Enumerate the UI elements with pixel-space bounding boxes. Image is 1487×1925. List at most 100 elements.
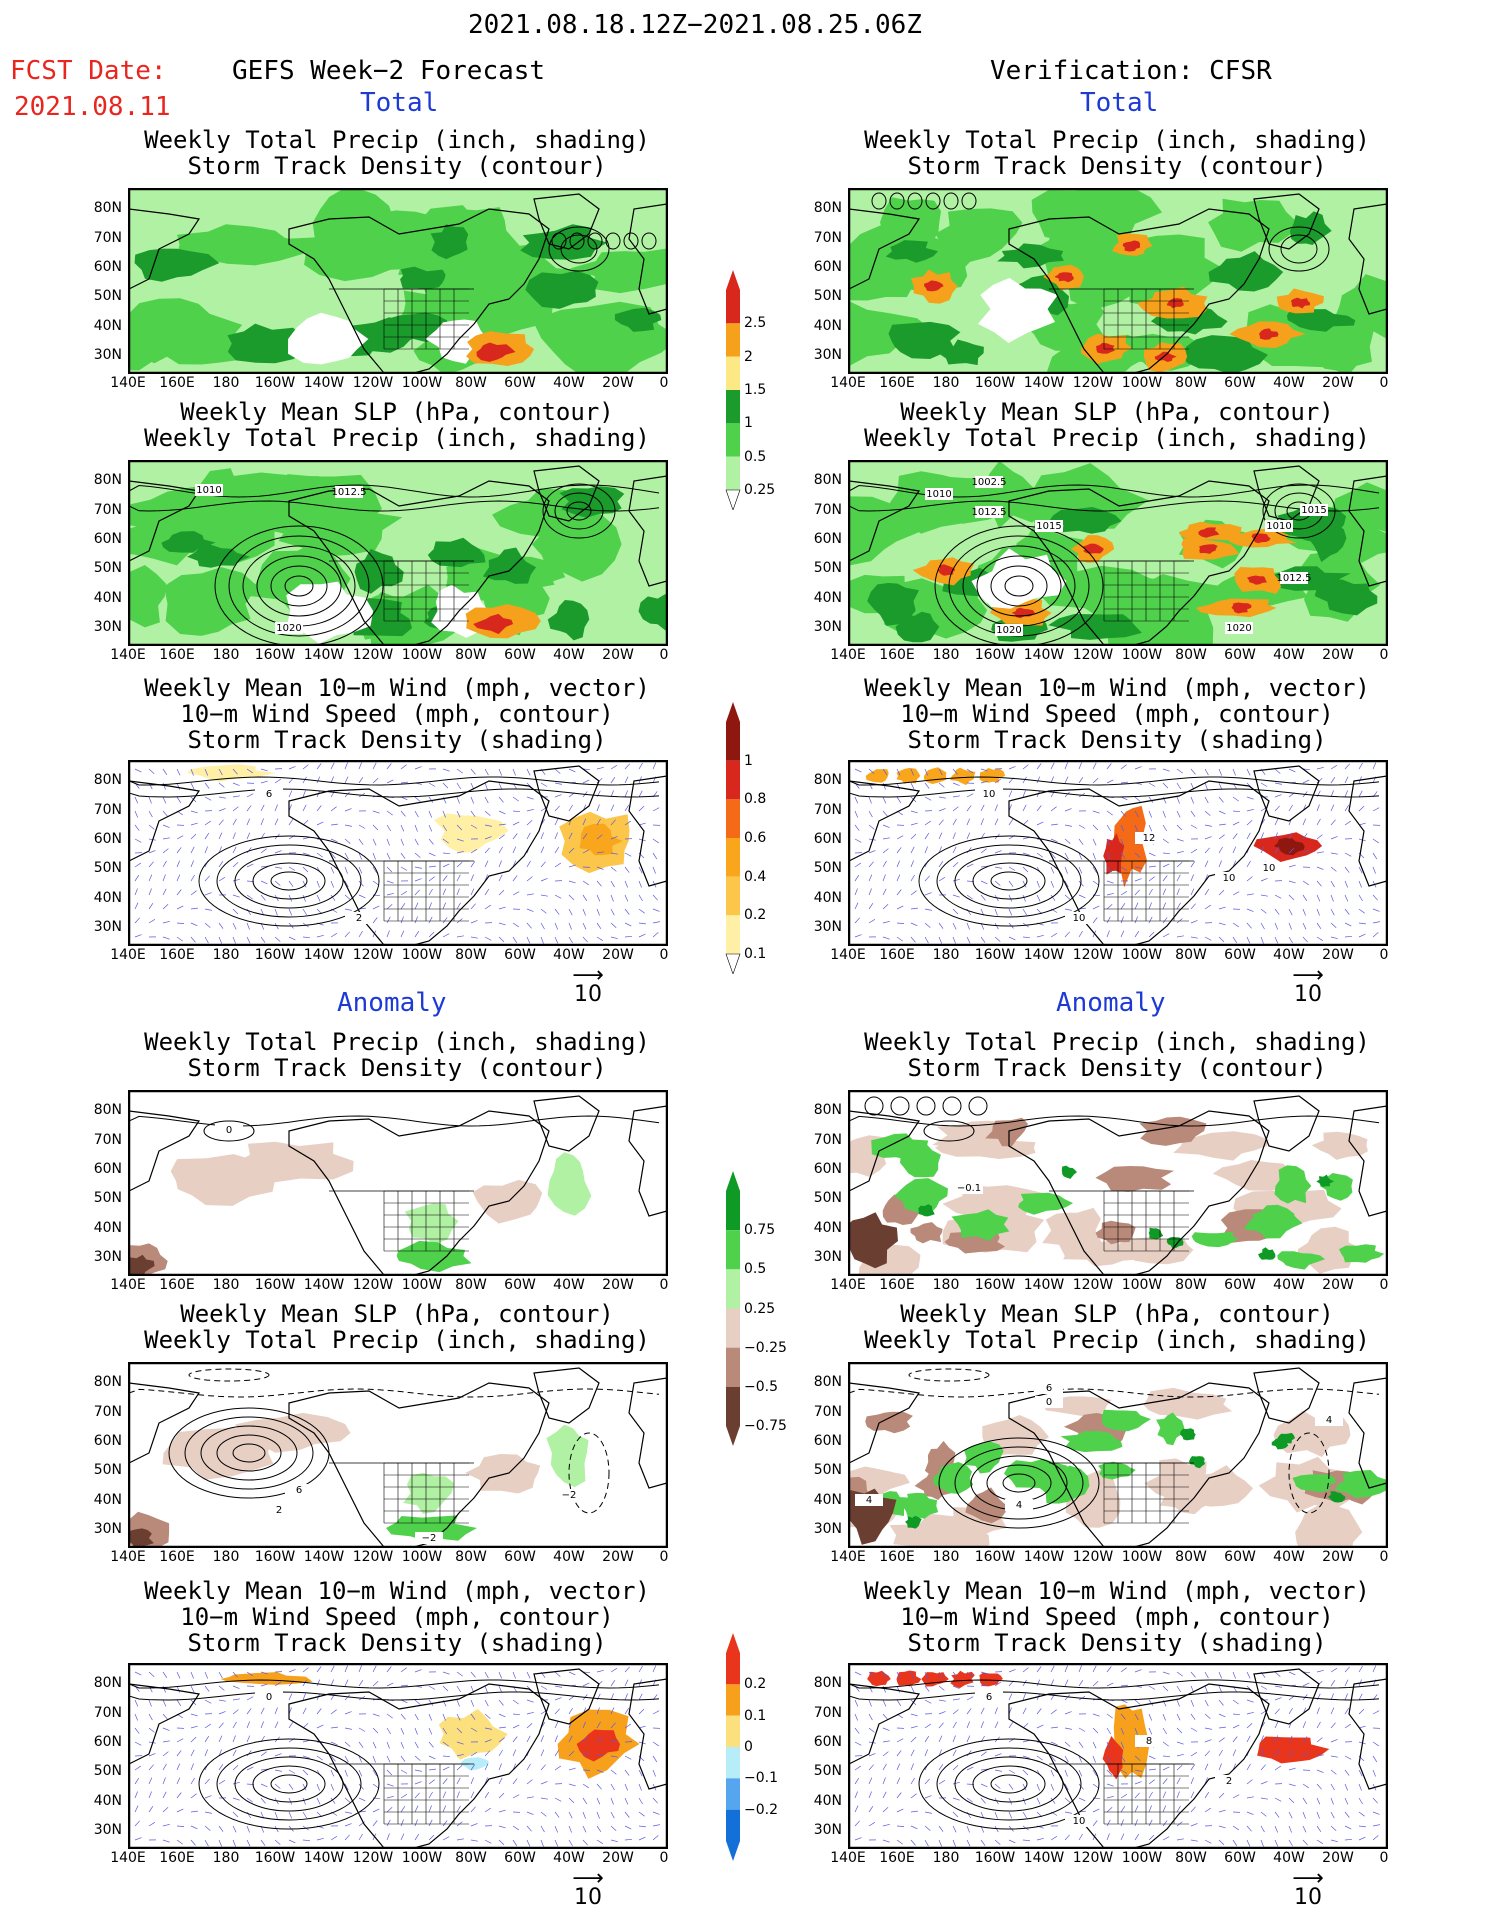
precip-shading-1 [997,243,1064,269]
wind-vector [652,838,659,844]
wind-vector [568,936,573,944]
slp-anom-contour [232,1443,266,1463]
precip-anom-neg-shading [1095,1220,1136,1245]
lon-label: 0 [1379,1850,1389,1866]
wind-vector [470,1777,474,1785]
wind-vector [414,1805,419,1813]
wind-vector [1190,1752,1198,1757]
wind-vector [596,1681,603,1687]
wind-vector [910,1749,915,1757]
wind-vector [1022,1693,1026,1701]
lat-label: 80N [813,1675,842,1691]
precip-shading-1 [1182,335,1268,373]
wind-vector [372,838,377,846]
gefs-panel-title: 10−m Wind Speed (mph, contour) [180,700,614,728]
wind-vector [302,908,307,916]
wind-vector [288,1811,293,1819]
wind-vector [246,863,254,868]
wind-vector [1120,1755,1126,1762]
wind-vector [1148,852,1156,857]
wind-vector [414,902,419,910]
wind-vector [1008,819,1014,826]
wind-vector [470,849,478,854]
storm-track-contour [942,1096,962,1116]
wind-vector [456,1727,463,1734]
wind-vector [896,1699,902,1707]
wind-vector [1246,908,1254,912]
wind-vector [924,1795,932,1799]
wind-vector [910,768,914,776]
wind-vector [952,1811,959,1818]
wind-vector [1344,894,1349,902]
wind-vector [316,1708,322,1715]
wind-vector [386,1807,393,1813]
wind-vector [1064,776,1069,784]
lon-label: 0 [659,1850,669,1866]
contour-label-bg [1315,1414,1343,1426]
wind-vector [568,922,572,930]
wind-vector [428,796,434,803]
wind-vector [582,922,587,930]
precip-shading-2.5 [476,342,516,362]
north-america-coastline [1008,480,1270,645]
colorbar-segment [726,1386,740,1426]
wind-vector [176,905,184,910]
wind-vector [1204,936,1212,941]
wind-vector [596,1669,604,1673]
wind-vector [176,1839,183,1845]
wind-vector [302,1693,306,1701]
wind-vector [924,1685,930,1692]
wind-vector [1246,1671,1251,1679]
lon-label: 140W [1023,947,1065,963]
wind-vector [1162,1685,1169,1692]
storm-contour-label: −0.1 [957,1183,981,1194]
gefs-vector-key: ⟶ 10 [558,965,618,1008]
wind-vector [952,862,959,868]
wind-vector [910,1736,917,1743]
slp-anom-contour-label: 6 [296,1485,302,1496]
wind-vector [1176,824,1183,831]
gefs-slpanom-svg: 62−2−2 [129,1363,667,1547]
wind-vector [526,832,531,840]
wind-vector [498,1699,504,1706]
wind-vector [554,832,558,840]
contour-label-bg [1265,520,1293,532]
lon-label: 20W [602,1549,634,1565]
wind-vector [1134,1819,1138,1827]
wind-vector [204,832,210,840]
wind-vector [512,821,520,826]
wind-vector [1372,1811,1380,1815]
gefs-precip-svg [129,189,667,373]
wind-vector [148,796,152,804]
wind-vector [1288,832,1293,840]
wind-vector [1092,866,1097,874]
wind-vector [1372,1835,1379,1841]
wind-vector [638,1665,643,1673]
lat-label: 50N [93,560,122,576]
wind-vector [868,919,876,924]
wind-vector [568,1671,576,1676]
wind-vector [344,1727,352,1730]
wind-vector [1232,846,1237,854]
wind-vector [414,930,420,938]
wind-vector [882,810,888,817]
wind-vector [540,1764,546,1771]
wind-vector [1232,1794,1240,1799]
wind-vector [1078,1755,1083,1763]
wind-vector [134,1741,142,1746]
wind-vector [442,902,447,910]
wind-vector [400,781,408,784]
colorbar-segment [726,1191,740,1231]
wind-vector [1344,866,1350,873]
wind-vector [1120,1713,1126,1720]
storm-track-contour [925,192,941,210]
wind-vector [400,838,405,846]
lon-label: 0 [1379,1277,1389,1293]
storm-density-shading [220,1672,313,1685]
wind-vector [1344,880,1349,888]
storm-track-contour [943,192,959,210]
wind-vector [232,1749,237,1757]
lon-label: 60W [504,1850,536,1866]
wind-vector [260,804,265,812]
wind-vector [190,936,196,943]
